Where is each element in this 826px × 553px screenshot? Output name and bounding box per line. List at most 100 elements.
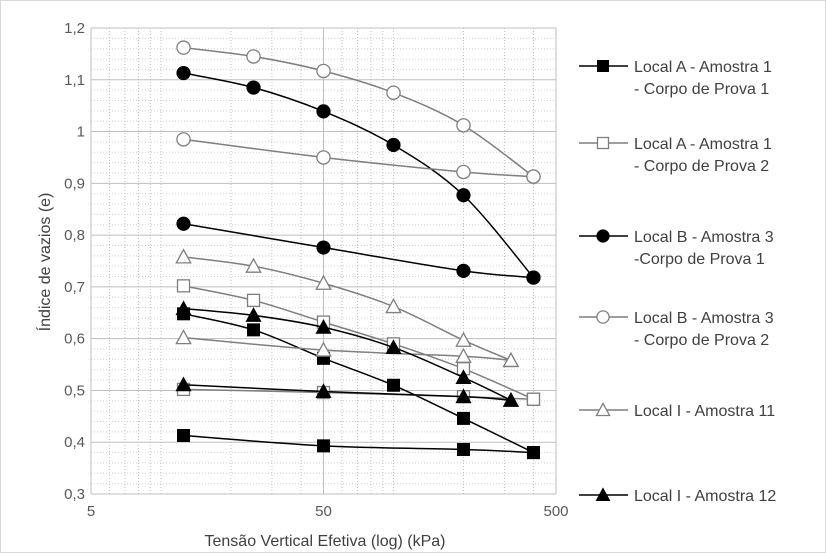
data-point-circle xyxy=(316,240,331,255)
series-line xyxy=(183,434,534,454)
series-line xyxy=(183,383,511,402)
series-line xyxy=(183,138,534,178)
data-point-circle xyxy=(456,164,471,180)
data-point-circle xyxy=(246,80,261,95)
data-point-circle xyxy=(596,229,610,243)
series-line xyxy=(183,285,534,400)
series-5 xyxy=(175,248,520,368)
legend-label: Local A - Amostra 1 xyxy=(634,59,772,76)
y-tick-label: 1,1 xyxy=(64,72,85,89)
data-point-circle xyxy=(386,137,401,153)
legend-item: Local A - Amostra 1 - Corpo de Prova 2 xyxy=(579,136,772,175)
data-point-square xyxy=(526,392,541,406)
x-tick-label: 5 xyxy=(87,503,95,520)
legend: Local A - Amostra 1 - Corpo de Prova 1Lo… xyxy=(579,59,776,505)
y-tick-label: 0,8 xyxy=(64,227,85,244)
series-line xyxy=(183,313,534,454)
data-point-triangle xyxy=(315,274,332,290)
series-4 xyxy=(176,40,541,184)
y-tick-label: 0,9 xyxy=(64,175,85,192)
legend-item: Local A - Amostra 1 - Corpo de Prova 1 xyxy=(579,59,772,98)
data-point-circle xyxy=(316,63,331,79)
data-point-triangle xyxy=(315,383,332,398)
legend-label: - Corpo de Prova 2 xyxy=(634,332,769,349)
legend-label: - Corpo de Prova 2 xyxy=(634,158,769,175)
series-line xyxy=(183,222,534,279)
x-tick-label: 500 xyxy=(543,503,568,520)
legend-item: Local B - Amostra 3 -Corpo de Prova 1 xyxy=(579,229,774,268)
data-point-triangle xyxy=(455,331,472,347)
x-tick-label: 50 xyxy=(315,503,332,520)
x-axis-title: Tensão Vertical Efetiva (log) (kPa) xyxy=(205,533,446,550)
legend-label: - Corpo de Prova 1 xyxy=(634,81,769,98)
data-point-triangle xyxy=(245,307,262,322)
y-tick-label: 0,3 xyxy=(64,486,85,503)
data-point-triangle xyxy=(175,300,192,316)
data-point-square xyxy=(456,442,470,456)
data-point-circle xyxy=(526,169,541,184)
data-point-square xyxy=(177,428,191,442)
data-point-triangle xyxy=(175,248,192,264)
data-point-triangle xyxy=(455,369,472,384)
series-3 xyxy=(176,65,541,285)
data-point-triangle xyxy=(595,402,611,417)
data-point-square xyxy=(176,279,191,293)
tick-labels: 0,3 0,4 0,5 0,6 0,7 0,8 0,9 1 1,1 1,2 5 50 500 xyxy=(64,20,568,520)
data-point-square xyxy=(317,439,330,453)
legend-label: Local I - Amostra 11 xyxy=(634,403,775,420)
data-point-circle xyxy=(246,49,261,64)
legend-label: Local B - Amostra 3 xyxy=(634,229,774,246)
y-tick-label: 1,2 xyxy=(64,20,85,37)
data-point-circle xyxy=(316,150,331,165)
data-point-circle xyxy=(316,104,331,119)
data-point-circle xyxy=(176,216,191,231)
data-point-triangle xyxy=(385,298,402,314)
legend-label: -Corpo de Prova 1 xyxy=(634,251,765,268)
data-point-circle xyxy=(456,188,471,203)
data-point-square xyxy=(247,323,261,337)
data-point-circle xyxy=(456,263,471,278)
data-point-square xyxy=(386,378,400,392)
data-point-square xyxy=(526,446,540,460)
legend-label: Local I - Amostra 12 xyxy=(634,488,776,505)
data-point-square xyxy=(596,136,610,150)
series-line xyxy=(183,336,512,362)
data-point-square xyxy=(456,411,470,425)
data-point-triangle xyxy=(315,319,332,334)
data-point-triangle xyxy=(595,487,611,501)
data-point-triangle xyxy=(455,388,472,404)
data-point-triangle xyxy=(455,347,472,363)
data-point-triangle xyxy=(502,351,520,368)
series-line xyxy=(183,72,535,279)
data-point-triangle xyxy=(385,339,402,354)
y-tick-label: 0,5 xyxy=(64,382,85,399)
data-point-triangle xyxy=(175,329,192,345)
data-point-circle xyxy=(176,65,191,81)
y-tick-label: 1 xyxy=(77,124,85,141)
data-point-circle xyxy=(176,132,191,147)
data-point-triangle xyxy=(245,257,262,273)
plot-axes xyxy=(90,28,556,495)
data-point-circle xyxy=(176,40,191,55)
series-6 xyxy=(175,300,519,407)
legend-item: Local I - Amostra 11 xyxy=(579,402,775,420)
y-tick-label: 0,4 xyxy=(64,434,85,451)
legend-label: Local B - Amostra 3 xyxy=(634,310,774,327)
series-1 xyxy=(177,307,540,460)
y-tick-label: 0,6 xyxy=(64,331,85,348)
data-point-circle xyxy=(526,270,541,285)
data-point-triangle xyxy=(315,341,332,357)
y-tick-label: 0,7 xyxy=(64,279,85,296)
data-point-triangle xyxy=(175,376,192,392)
data-point-circle xyxy=(596,310,610,324)
data-point-circle xyxy=(456,118,471,133)
data-point-square xyxy=(246,293,261,308)
data-point-square xyxy=(597,60,609,72)
series-group xyxy=(175,40,541,460)
series-line xyxy=(183,46,534,178)
legend-label: Local A - Amostra 1 xyxy=(634,136,772,153)
legend-item: Local B - Amostra 3 - Corpo de Prova 2 xyxy=(579,310,774,349)
y-axis-title: Índice de vazios (e) xyxy=(35,193,54,332)
legend-item: Local I - Amostra 12 xyxy=(579,487,776,505)
